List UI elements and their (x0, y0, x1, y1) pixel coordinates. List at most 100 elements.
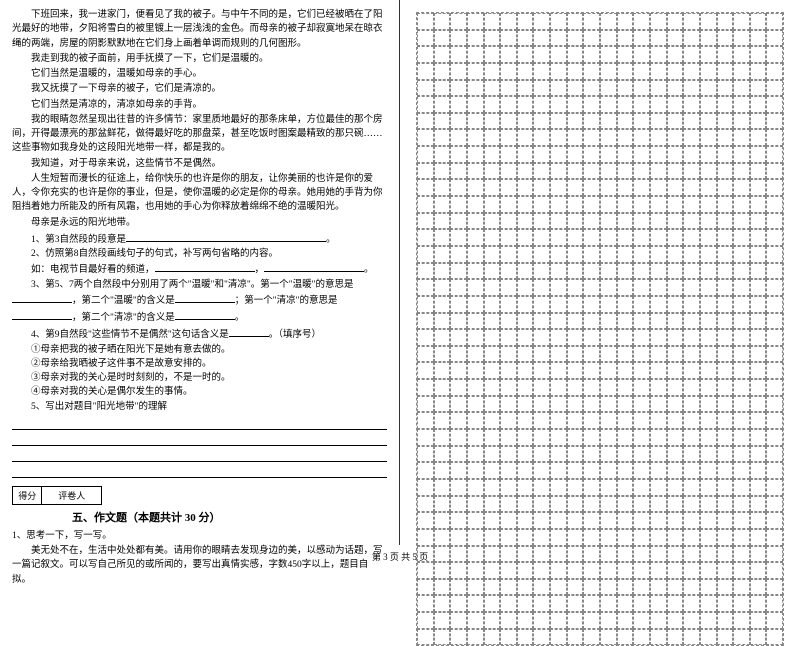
grid-cell[interactable] (667, 213, 684, 230)
grid-cell[interactable] (583, 113, 600, 130)
grid-cell[interactable] (533, 313, 550, 330)
grid-cell[interactable] (567, 496, 584, 513)
grid-cell[interactable] (417, 346, 434, 363)
grid-cell[interactable] (517, 612, 534, 629)
grid-cell[interactable] (733, 30, 750, 47)
grid-cell[interactable] (450, 396, 467, 413)
grid-cell[interactable] (683, 246, 700, 263)
grid-cell[interactable] (766, 512, 783, 529)
grid-cell[interactable] (766, 462, 783, 479)
grid-cell[interactable] (417, 329, 434, 346)
grid-cell[interactable] (700, 412, 717, 429)
grid-cell[interactable] (700, 379, 717, 396)
grid-cell[interactable] (417, 263, 434, 280)
grid-cell[interactable] (484, 313, 501, 330)
grid-cell[interactable] (633, 229, 650, 246)
grid-cell[interactable] (683, 179, 700, 196)
grid-cell[interactable] (617, 629, 634, 646)
grid-cell[interactable] (434, 246, 451, 263)
grid-cell[interactable] (583, 146, 600, 163)
q1-blank[interactable] (126, 231, 326, 242)
grid-cell[interactable] (567, 429, 584, 446)
grid-cell[interactable] (700, 313, 717, 330)
grid-cell[interactable] (633, 579, 650, 596)
grid-cell[interactable] (766, 412, 783, 429)
grid-cell[interactable] (567, 612, 584, 629)
grid-cell[interactable] (717, 396, 734, 413)
grid-cell[interactable] (717, 496, 734, 513)
grid-cell[interactable] (434, 529, 451, 546)
grid-cell[interactable] (650, 229, 667, 246)
grid-cell[interactable] (617, 13, 634, 30)
grid-cell[interactable] (417, 379, 434, 396)
grid-cell[interactable] (484, 63, 501, 80)
grid-cell[interactable] (450, 263, 467, 280)
grid-cell[interactable] (617, 446, 634, 463)
grid-cell[interactable] (417, 46, 434, 63)
grid-cell[interactable] (500, 229, 517, 246)
q3-blank4[interactable] (175, 309, 235, 320)
grid-cell[interactable] (517, 379, 534, 396)
grid-cell[interactable] (567, 296, 584, 313)
grid-cell[interactable] (766, 595, 783, 612)
grid-cell[interactable] (550, 129, 567, 146)
grid-cell[interactable] (717, 196, 734, 213)
grid-cell[interactable] (500, 196, 517, 213)
grid-cell[interactable] (667, 346, 684, 363)
grid-cell[interactable] (683, 296, 700, 313)
grid-cell[interactable] (717, 163, 734, 180)
grid-cell[interactable] (650, 263, 667, 280)
grid-cell[interactable] (650, 80, 667, 97)
grid-cell[interactable] (417, 462, 434, 479)
grid-cell[interactable] (450, 462, 467, 479)
grid-cell[interactable] (683, 362, 700, 379)
grid-cell[interactable] (633, 396, 650, 413)
grid-cell[interactable] (583, 629, 600, 646)
grid-cell[interactable] (733, 179, 750, 196)
grid-cell[interactable] (533, 263, 550, 280)
grid-cell[interactable] (550, 63, 567, 80)
grid-cell[interactable] (717, 629, 734, 646)
grid-cell[interactable] (667, 313, 684, 330)
grid-cell[interactable] (683, 163, 700, 180)
grid-cell[interactable] (484, 329, 501, 346)
grid-cell[interactable] (700, 30, 717, 47)
grid-cell[interactable] (766, 629, 783, 646)
grid-cell[interactable] (717, 529, 734, 546)
grid-cell[interactable] (533, 246, 550, 263)
grid-cell[interactable] (434, 13, 451, 30)
grid-cell[interactable] (467, 163, 484, 180)
grid-cell[interactable] (717, 279, 734, 296)
grid-cell[interactable] (583, 579, 600, 596)
grid-cell[interactable] (700, 129, 717, 146)
grid-cell[interactable] (583, 429, 600, 446)
grid-cell[interactable] (517, 279, 534, 296)
grid-cell[interactable] (617, 163, 634, 180)
grid-cell[interactable] (484, 362, 501, 379)
grid-cell[interactable] (717, 80, 734, 97)
grid-cell[interactable] (417, 412, 434, 429)
grid-cell[interactable] (500, 80, 517, 97)
grid-cell[interactable] (550, 362, 567, 379)
grid-cell[interactable] (517, 496, 534, 513)
grid-cell[interactable] (617, 30, 634, 47)
grid-cell[interactable] (550, 96, 567, 113)
grid-cell[interactable] (633, 412, 650, 429)
grid-cell[interactable] (700, 229, 717, 246)
grid-cell[interactable] (533, 196, 550, 213)
grid-cell[interactable] (583, 96, 600, 113)
grid-cell[interactable] (683, 329, 700, 346)
grid-cell[interactable] (417, 30, 434, 47)
grid-cell[interactable] (600, 329, 617, 346)
grid-cell[interactable] (750, 479, 767, 496)
grid-cell[interactable] (450, 129, 467, 146)
grid-cell[interactable] (667, 595, 684, 612)
grid-cell[interactable] (766, 146, 783, 163)
grid-cell[interactable] (484, 462, 501, 479)
grid-cell[interactable] (733, 246, 750, 263)
grid-cell[interactable] (633, 279, 650, 296)
grid-cell[interactable] (766, 96, 783, 113)
grid-cell[interactable] (583, 179, 600, 196)
grid-cell[interactable] (683, 229, 700, 246)
grid-cell[interactable] (700, 529, 717, 546)
